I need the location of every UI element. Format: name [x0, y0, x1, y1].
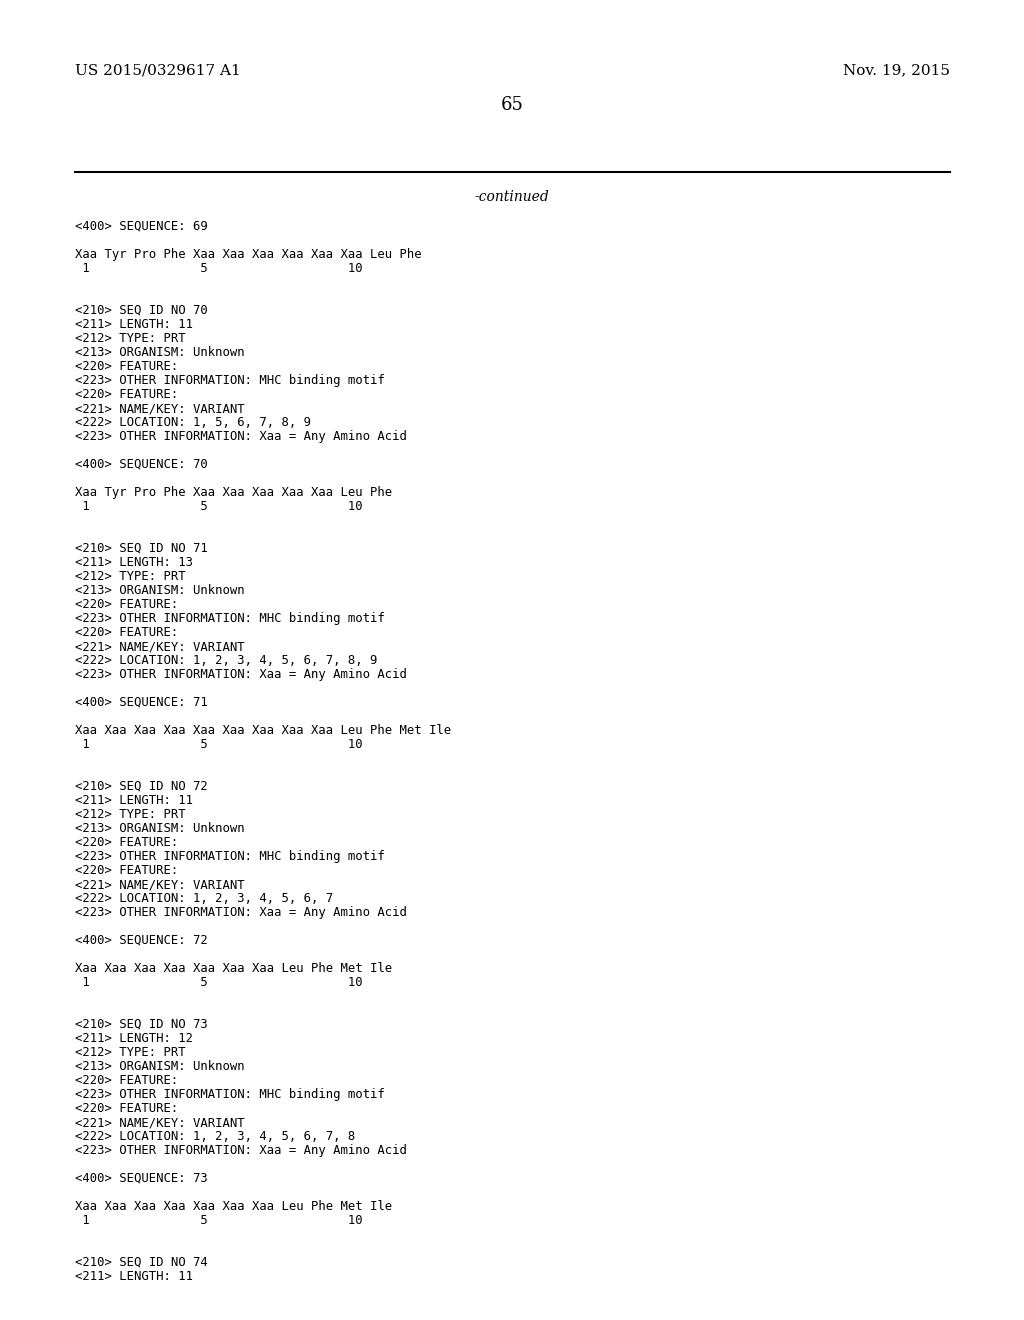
Text: <223> OTHER INFORMATION: Xaa = Any Amino Acid: <223> OTHER INFORMATION: Xaa = Any Amino… [75, 906, 407, 919]
Text: 1               5                   10: 1 5 10 [75, 500, 362, 513]
Text: <223> OTHER INFORMATION: MHC binding motif: <223> OTHER INFORMATION: MHC binding mot… [75, 850, 385, 863]
Text: <212> TYPE: PRT: <212> TYPE: PRT [75, 333, 185, 345]
Text: <221> NAME/KEY: VARIANT: <221> NAME/KEY: VARIANT [75, 403, 245, 414]
Text: <210> SEQ ID NO 74: <210> SEQ ID NO 74 [75, 1257, 208, 1269]
Text: <400> SEQUENCE: 71: <400> SEQUENCE: 71 [75, 696, 208, 709]
Text: <211> LENGTH: 11: <211> LENGTH: 11 [75, 795, 193, 807]
Text: 1               5                   10: 1 5 10 [75, 1214, 362, 1228]
Text: <211> LENGTH: 12: <211> LENGTH: 12 [75, 1032, 193, 1045]
Text: <210> SEQ ID NO 71: <210> SEQ ID NO 71 [75, 543, 208, 554]
Text: <211> LENGTH: 11: <211> LENGTH: 11 [75, 1270, 193, 1283]
Text: <400> SEQUENCE: 69: <400> SEQUENCE: 69 [75, 220, 208, 234]
Text: <223> OTHER INFORMATION: Xaa = Any Amino Acid: <223> OTHER INFORMATION: Xaa = Any Amino… [75, 668, 407, 681]
Text: Xaa Xaa Xaa Xaa Xaa Xaa Xaa Xaa Xaa Leu Phe Met Ile: Xaa Xaa Xaa Xaa Xaa Xaa Xaa Xaa Xaa Leu … [75, 723, 452, 737]
Text: <222> LOCATION: 1, 2, 3, 4, 5, 6, 7, 8: <222> LOCATION: 1, 2, 3, 4, 5, 6, 7, 8 [75, 1130, 355, 1143]
Text: <212> TYPE: PRT: <212> TYPE: PRT [75, 570, 185, 583]
Text: <220> FEATURE:: <220> FEATURE: [75, 836, 178, 849]
Text: Xaa Xaa Xaa Xaa Xaa Xaa Xaa Leu Phe Met Ile: Xaa Xaa Xaa Xaa Xaa Xaa Xaa Leu Phe Met … [75, 962, 392, 975]
Text: <220> FEATURE:: <220> FEATURE: [75, 388, 178, 401]
Text: <222> LOCATION: 1, 5, 6, 7, 8, 9: <222> LOCATION: 1, 5, 6, 7, 8, 9 [75, 416, 311, 429]
Text: <211> LENGTH: 13: <211> LENGTH: 13 [75, 556, 193, 569]
Text: <223> OTHER INFORMATION: MHC binding motif: <223> OTHER INFORMATION: MHC binding mot… [75, 612, 385, 624]
Text: 1               5                   10: 1 5 10 [75, 975, 362, 989]
Text: -continued: -continued [475, 190, 549, 205]
Text: US 2015/0329617 A1: US 2015/0329617 A1 [75, 63, 241, 77]
Text: <221> NAME/KEY: VARIANT: <221> NAME/KEY: VARIANT [75, 640, 245, 653]
Text: <223> OTHER INFORMATION: MHC binding motif: <223> OTHER INFORMATION: MHC binding mot… [75, 1088, 385, 1101]
Text: <220> FEATURE:: <220> FEATURE: [75, 865, 178, 876]
Text: <221> NAME/KEY: VARIANT: <221> NAME/KEY: VARIANT [75, 1115, 245, 1129]
Text: <220> FEATURE:: <220> FEATURE: [75, 626, 178, 639]
Text: Nov. 19, 2015: Nov. 19, 2015 [843, 63, 950, 77]
Text: <213> ORGANISM: Unknown: <213> ORGANISM: Unknown [75, 1060, 245, 1073]
Text: <220> FEATURE:: <220> FEATURE: [75, 598, 178, 611]
Text: <210> SEQ ID NO 72: <210> SEQ ID NO 72 [75, 780, 208, 793]
Text: <210> SEQ ID NO 70: <210> SEQ ID NO 70 [75, 304, 208, 317]
Text: 65: 65 [501, 96, 523, 114]
Text: <222> LOCATION: 1, 2, 3, 4, 5, 6, 7: <222> LOCATION: 1, 2, 3, 4, 5, 6, 7 [75, 892, 333, 906]
Text: <212> TYPE: PRT: <212> TYPE: PRT [75, 808, 185, 821]
Text: <400> SEQUENCE: 73: <400> SEQUENCE: 73 [75, 1172, 208, 1185]
Text: Xaa Tyr Pro Phe Xaa Xaa Xaa Xaa Xaa Leu Phe: Xaa Tyr Pro Phe Xaa Xaa Xaa Xaa Xaa Leu … [75, 486, 392, 499]
Text: <220> FEATURE:: <220> FEATURE: [75, 1102, 178, 1115]
Text: 1               5                   10: 1 5 10 [75, 738, 362, 751]
Text: <210> SEQ ID NO 73: <210> SEQ ID NO 73 [75, 1018, 208, 1031]
Text: <213> ORGANISM: Unknown: <213> ORGANISM: Unknown [75, 583, 245, 597]
Text: <223> OTHER INFORMATION: Xaa = Any Amino Acid: <223> OTHER INFORMATION: Xaa = Any Amino… [75, 1144, 407, 1158]
Text: <213> ORGANISM: Unknown: <213> ORGANISM: Unknown [75, 346, 245, 359]
Text: <220> FEATURE:: <220> FEATURE: [75, 360, 178, 374]
Text: <400> SEQUENCE: 70: <400> SEQUENCE: 70 [75, 458, 208, 471]
Text: <222> LOCATION: 1, 2, 3, 4, 5, 6, 7, 8, 9: <222> LOCATION: 1, 2, 3, 4, 5, 6, 7, 8, … [75, 653, 378, 667]
Text: <212> TYPE: PRT: <212> TYPE: PRT [75, 1045, 185, 1059]
Text: <400> SEQUENCE: 72: <400> SEQUENCE: 72 [75, 935, 208, 946]
Text: <221> NAME/KEY: VARIANT: <221> NAME/KEY: VARIANT [75, 878, 245, 891]
Text: 1               5                   10: 1 5 10 [75, 261, 362, 275]
Text: <211> LENGTH: 11: <211> LENGTH: 11 [75, 318, 193, 331]
Text: Xaa Xaa Xaa Xaa Xaa Xaa Xaa Leu Phe Met Ile: Xaa Xaa Xaa Xaa Xaa Xaa Xaa Leu Phe Met … [75, 1200, 392, 1213]
Text: <213> ORGANISM: Unknown: <213> ORGANISM: Unknown [75, 822, 245, 836]
Text: <223> OTHER INFORMATION: MHC binding motif: <223> OTHER INFORMATION: MHC binding mot… [75, 374, 385, 387]
Text: <220> FEATURE:: <220> FEATURE: [75, 1074, 178, 1086]
Text: Xaa Tyr Pro Phe Xaa Xaa Xaa Xaa Xaa Xaa Leu Phe: Xaa Tyr Pro Phe Xaa Xaa Xaa Xaa Xaa Xaa … [75, 248, 422, 261]
Text: <223> OTHER INFORMATION: Xaa = Any Amino Acid: <223> OTHER INFORMATION: Xaa = Any Amino… [75, 430, 407, 444]
